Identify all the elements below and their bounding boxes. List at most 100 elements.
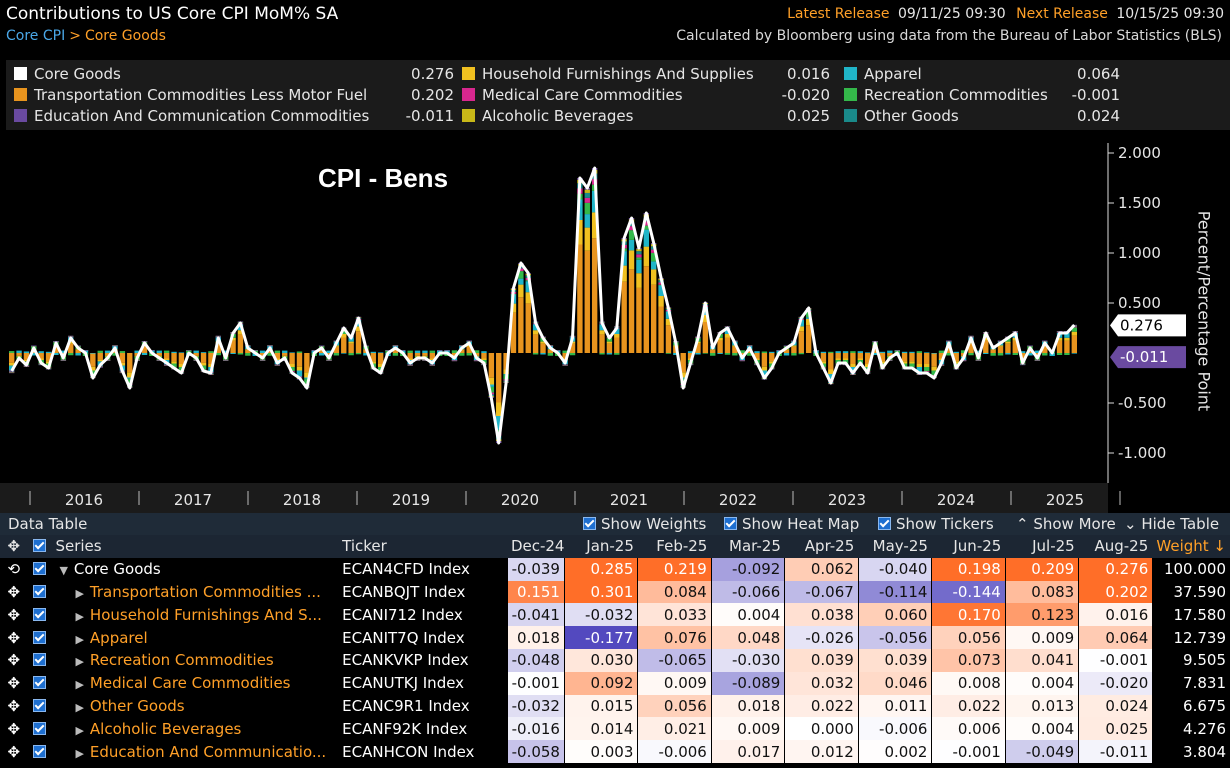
collapse-triangle-icon[interactable]: ▼ bbox=[59, 564, 68, 578]
month-column-header[interactable]: Mar-25 bbox=[711, 535, 785, 558]
expand-triangle-icon[interactable]: ▶ bbox=[75, 700, 84, 714]
breadcrumb-current[interactable]: Core Goods bbox=[84, 28, 166, 44]
value-cell[interactable]: 0.011 bbox=[857, 694, 932, 718]
legend-item[interactable]: Education And Communication Commodities bbox=[14, 107, 369, 125]
value-cell[interactable]: -0.065 bbox=[637, 648, 712, 672]
value-cell[interactable]: 0.170 bbox=[931, 603, 1006, 627]
value-cell[interactable]: -0.049 bbox=[1004, 740, 1079, 763]
value-cell[interactable]: -0.177 bbox=[563, 626, 638, 649]
value-cell[interactable]: 0.073 bbox=[931, 648, 1006, 672]
value-cell[interactable]: 0.004 bbox=[1004, 717, 1079, 741]
value-cell[interactable]: 0.016 bbox=[1078, 603, 1153, 627]
value-cell[interactable]: 0.030 bbox=[563, 648, 638, 672]
value-cell[interactable]: -0.001 bbox=[506, 671, 565, 695]
value-cell[interactable]: 0.025 bbox=[1078, 717, 1153, 741]
value-cell[interactable]: -0.048 bbox=[506, 648, 565, 672]
value-cell[interactable]: 0.002 bbox=[857, 740, 932, 763]
row-checkbox[interactable] bbox=[27, 695, 51, 718]
ticker-column-header[interactable]: Ticker bbox=[338, 535, 508, 558]
month-column-header[interactable]: Feb-25 bbox=[637, 535, 712, 558]
value-cell[interactable]: -0.020 bbox=[1078, 671, 1153, 695]
value-cell[interactable]: -0.089 bbox=[710, 671, 785, 695]
value-cell[interactable]: 0.009 bbox=[710, 717, 785, 741]
value-cell[interactable]: 0.209 bbox=[1004, 557, 1079, 581]
value-cell[interactable]: -0.006 bbox=[857, 717, 932, 741]
value-cell[interactable]: 0.038 bbox=[784, 603, 859, 627]
value-cell[interactable]: 0.018 bbox=[710, 694, 785, 718]
value-cell[interactable]: -0.032 bbox=[506, 694, 565, 718]
legend-item[interactable]: Other Goods bbox=[844, 107, 959, 125]
value-cell[interactable]: -0.114 bbox=[857, 580, 932, 604]
value-cell[interactable]: 0.039 bbox=[784, 648, 859, 672]
weight-column-header[interactable]: Weight ↓ bbox=[1152, 535, 1230, 558]
drag-handle-icon[interactable]: ✥ bbox=[7, 674, 21, 693]
value-cell[interactable]: 0.009 bbox=[1004, 626, 1079, 649]
row-checkbox[interactable] bbox=[27, 558, 51, 581]
table-row[interactable]: ✥ ▶ Recreation Commodities ECANKVKP Index -0… bbox=[0, 648, 1230, 672]
value-cell[interactable]: 0.301 bbox=[563, 580, 638, 604]
value-cell[interactable]: 0.033 bbox=[637, 603, 712, 627]
select-all-checkbox[interactable] bbox=[27, 535, 52, 558]
ticker-cell[interactable]: ECANI712 Index bbox=[342, 605, 463, 624]
value-cell[interactable]: -0.144 bbox=[931, 580, 1006, 604]
series-cell[interactable]: ▶ Alcoholic Beverages bbox=[51, 717, 338, 740]
legend-item[interactable]: Medical Care Commodities bbox=[462, 86, 683, 104]
series-cell[interactable]: ▶ Transportation Commodities ... bbox=[51, 581, 338, 604]
value-cell[interactable]: 0.003 bbox=[563, 740, 638, 763]
table-row[interactable]: ✥ ▶ Alcoholic Beverages ECANF92K Index -0.01… bbox=[0, 717, 1230, 741]
row-checkbox[interactable] bbox=[27, 672, 51, 695]
legend-item[interactable]: Recreation Commodities bbox=[844, 86, 1048, 104]
value-cell[interactable]: 0.018 bbox=[506, 626, 565, 649]
value-cell[interactable]: -0.067 bbox=[784, 580, 859, 604]
ticker-cell[interactable]: ECANKVKP Index bbox=[342, 651, 469, 670]
drag-handle-icon[interactable]: ✥ bbox=[7, 628, 21, 647]
drag-handle-icon[interactable]: ✥ bbox=[7, 605, 21, 624]
table-row[interactable]: ✥ ▶ Education And Communicatio... ECANHCON … bbox=[0, 740, 1230, 763]
month-column-header[interactable]: Dec-24 bbox=[507, 535, 565, 558]
drag-handle-icon[interactable]: ✥ bbox=[7, 582, 21, 601]
month-column-header[interactable]: Jul-25 bbox=[1005, 535, 1079, 558]
cpi-contribution-chart[interactable]: 2.000 1.500 1.000 0.500 -0.500 -1.000 0.276 -0.… bbox=[0, 133, 1230, 513]
series-cell[interactable]: ▼ Core Goods bbox=[51, 558, 338, 581]
value-cell[interactable]: 0.004 bbox=[1004, 671, 1079, 695]
value-cell[interactable]: 0.084 bbox=[637, 580, 712, 604]
value-cell[interactable]: 0.008 bbox=[931, 671, 1006, 695]
expand-triangle-icon[interactable]: ▶ bbox=[75, 678, 84, 692]
value-cell[interactable]: 0.285 bbox=[563, 557, 638, 581]
value-cell[interactable]: 0.004 bbox=[710, 603, 785, 627]
series-column-header[interactable]: Series bbox=[51, 535, 339, 558]
value-cell[interactable]: -0.041 bbox=[506, 603, 565, 627]
breadcrumb-parent[interactable]: Core CPI bbox=[6, 28, 66, 44]
row-action-header[interactable]: ✥ bbox=[0, 535, 28, 558]
table-row[interactable]: ⟲ ▼ Core Goods ECAN4CFD Index -0.039 0.285 0.2… bbox=[0, 557, 1230, 581]
expand-triangle-icon[interactable]: ▶ bbox=[75, 655, 84, 669]
legend-item[interactable]: Transportation Commodities Less Motor Fu… bbox=[14, 86, 367, 104]
month-column-header[interactable]: Jun-25 bbox=[931, 535, 1006, 558]
value-cell[interactable]: 0.014 bbox=[563, 717, 638, 741]
series-cell[interactable]: ▶ Medical Care Commodities bbox=[51, 672, 338, 695]
month-column-header[interactable]: Aug-25 bbox=[1078, 535, 1153, 558]
expand-triangle-icon[interactable]: ▶ bbox=[75, 746, 84, 760]
month-column-header[interactable]: Jan-25 bbox=[564, 535, 638, 558]
series-cell[interactable]: ▶ Other Goods bbox=[51, 695, 338, 718]
show-tickers-toggle[interactable]: Show Tickers bbox=[878, 515, 994, 533]
series-cell[interactable]: ▶ Household Furnishings And S... bbox=[51, 603, 338, 626]
ticker-cell[interactable]: ECANHCON Index bbox=[342, 742, 475, 761]
value-cell[interactable]: 0.017 bbox=[710, 740, 785, 763]
legend-item[interactable]: Alcoholic Beverages bbox=[462, 107, 633, 125]
row-checkbox[interactable] bbox=[27, 717, 51, 740]
value-cell[interactable]: 0.021 bbox=[637, 717, 712, 741]
show-weights-toggle[interactable]: Show Weights bbox=[583, 515, 706, 533]
value-cell[interactable]: -0.030 bbox=[710, 648, 785, 672]
value-cell[interactable]: 0.015 bbox=[563, 694, 638, 718]
value-cell[interactable]: 0.022 bbox=[931, 694, 1006, 718]
value-cell[interactable]: 0.151 bbox=[506, 580, 565, 604]
value-cell[interactable]: -0.056 bbox=[857, 626, 932, 649]
hide-table-button[interactable]: ⌄ Hide Table bbox=[1124, 515, 1219, 533]
value-cell[interactable]: 0.039 bbox=[857, 648, 932, 672]
ticker-cell[interactable]: ECAN4CFD Index bbox=[342, 560, 470, 579]
value-cell[interactable]: 0.083 bbox=[1004, 580, 1079, 604]
drag-handle-icon[interactable]: ✥ bbox=[7, 742, 21, 761]
ticker-cell[interactable]: ECANUTKJ Index bbox=[342, 674, 465, 693]
series-cell[interactable]: ▶ Recreation Commodities bbox=[51, 649, 338, 672]
